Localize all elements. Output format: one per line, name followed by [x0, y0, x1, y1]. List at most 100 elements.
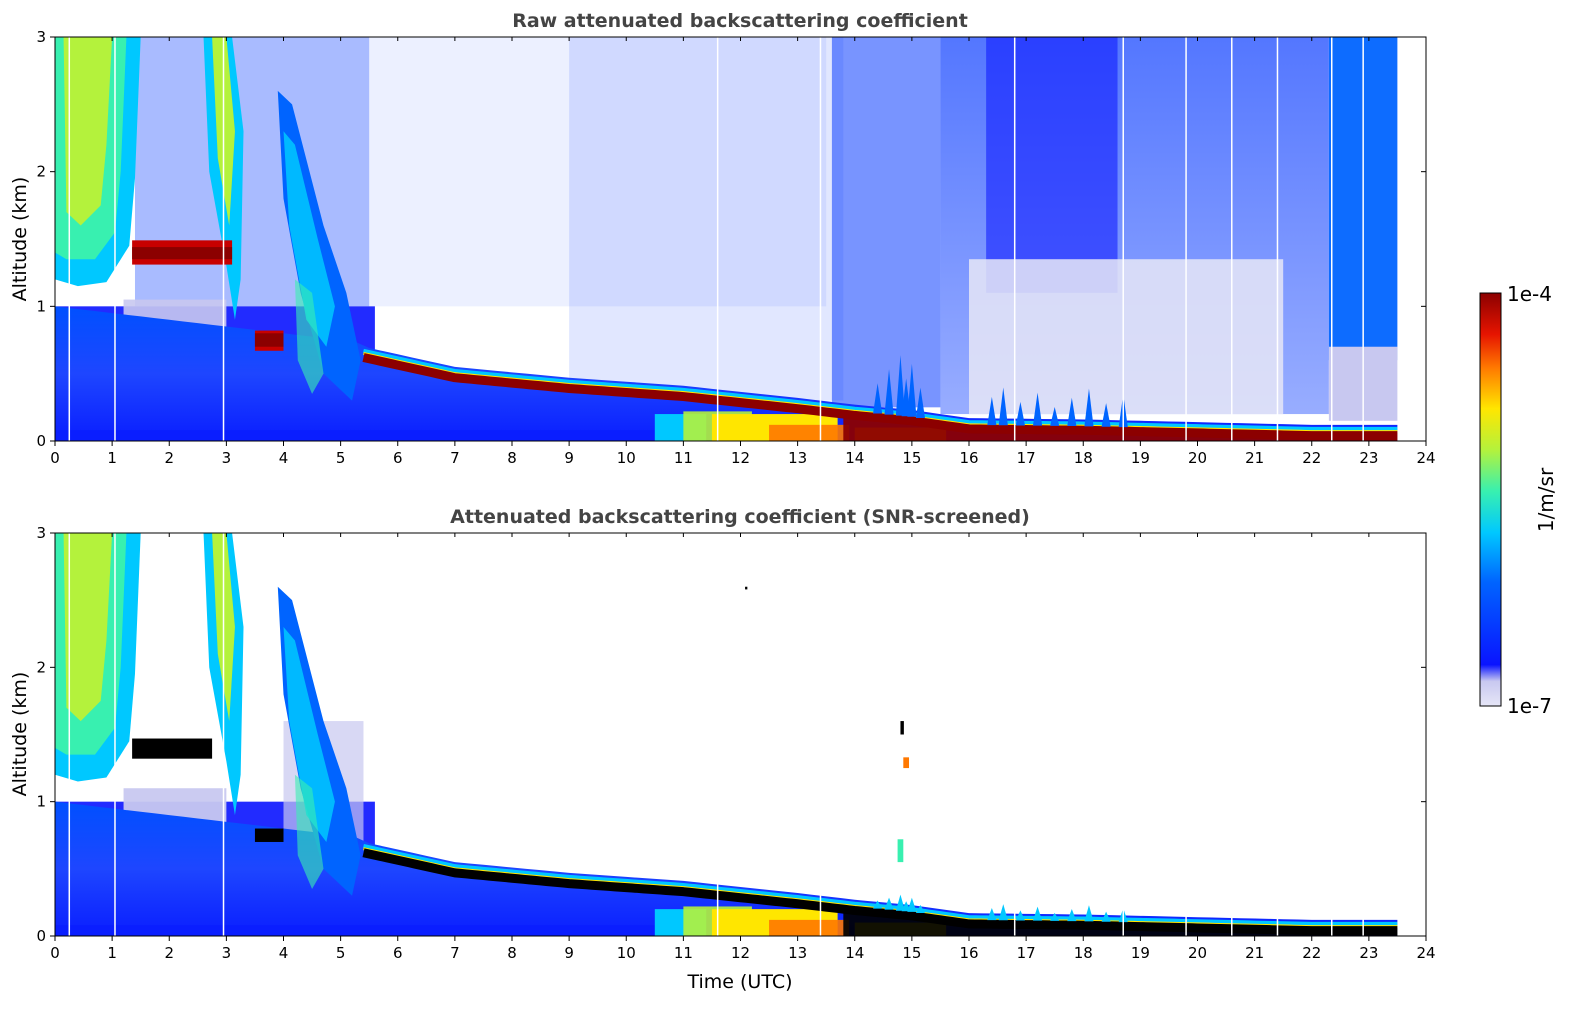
y-axis: 0 1 2 3 [36, 28, 1426, 450]
y-axis-label: Altitude (km) [9, 672, 31, 797]
turbulence-spike [998, 387, 1008, 426]
x-tick-label: 17 [1017, 449, 1036, 467]
x-tick-label: 19 [1131, 449, 1150, 467]
turbulence-spike [884, 897, 894, 910]
turbulence-spike [884, 369, 894, 415]
x-tick-label: 15 [902, 944, 921, 962]
x-tick-label: 14 [845, 449, 864, 467]
turbulence-spike [1032, 392, 1043, 426]
x-tick-label: 18 [1074, 449, 1093, 467]
colorbar-max-label: 1e-4 [1507, 282, 1552, 306]
isolated-signal [903, 757, 910, 769]
y-tick-label: 0 [36, 432, 46, 450]
x-tick-label: 1 [107, 944, 117, 962]
y-tick-label: 1 [36, 297, 46, 315]
x-axis: 0 1 2 3 4 5 6 7 8 9 10 11 12 13 14 15 16 17 18 19 20 21 22 23 24 [50, 37, 1436, 467]
isolated-signal [900, 721, 904, 735]
colorbar: 1e-4 1e-7 1/m/sr [1479, 282, 1558, 718]
snr-screened-panel: Attenuated backscattering coefficient (S… [9, 506, 1436, 993]
cloud-layer [254, 828, 284, 842]
x-axis: 0 1 2 3 4 5 6 7 8 9 10 11 12 13 14 15 16 17 18 19 20 21 22 23 24 [50, 533, 1436, 962]
x-tick-label: 10 [617, 449, 636, 467]
cloud-layer [254, 333, 284, 347]
x-tick-label: 1 [107, 449, 117, 467]
turbulence-spike [915, 904, 926, 914]
isolated-signal [897, 839, 904, 863]
turbulence-spike [1050, 406, 1060, 426]
aerosol-layer [55, 801, 1398, 936]
x-tick-label: 4 [279, 449, 289, 467]
cloud-plume [63, 533, 113, 722]
x-tick-label: 24 [1416, 944, 1435, 962]
x-tick-label: 9 [564, 944, 574, 962]
heatmap-image [55, 533, 1426, 936]
y-axis-label: Altitude (km) [9, 177, 31, 302]
turbulence-spike [907, 897, 917, 912]
x-tick-label: 14 [845, 944, 864, 962]
panel-title: Attenuated backscattering coefficient (S… [450, 506, 1030, 528]
y-tick-label: 3 [36, 28, 46, 46]
y-tick-label: 3 [36, 524, 46, 542]
turbulence-spike [998, 904, 1008, 921]
x-tick-label: 20 [1188, 944, 1207, 962]
x-tick-label: 6 [393, 944, 403, 962]
x-tick-label: 7 [450, 449, 460, 467]
noise-region [986, 37, 1118, 293]
cloud-plume [294, 279, 324, 394]
turbulence-spike [907, 363, 917, 417]
cloud-layer [132, 738, 213, 759]
y-tick-label: 1 [36, 793, 46, 811]
turbulence-spike [1101, 403, 1111, 427]
x-tick-label: 11 [674, 449, 693, 467]
turbulence-spike [987, 908, 997, 921]
turbulence-spike [895, 894, 906, 911]
x-tick-label: 8 [507, 449, 517, 467]
turbulence-spike [1101, 911, 1111, 922]
x-tick-label: 23 [1359, 944, 1378, 962]
x-tick-label: 22 [1302, 449, 1321, 467]
turbulence-spike [1015, 910, 1025, 921]
turbulence-spike [1067, 397, 1077, 427]
turbulence-spike [1050, 912, 1060, 921]
surface-layer [769, 424, 850, 441]
turbulence-spike [873, 383, 883, 414]
x-tick-label: 12 [731, 449, 750, 467]
x-tick-label: 4 [279, 944, 289, 962]
x-tick-label: 16 [959, 944, 978, 962]
x-tick-label: 23 [1359, 449, 1378, 467]
x-tick-label: 20 [1188, 449, 1207, 467]
x-tick-label: 24 [1416, 449, 1435, 467]
no-data-region [1397, 37, 1426, 441]
turbulence-spike [873, 900, 883, 909]
x-tick-label: 7 [450, 944, 460, 962]
noise-region [569, 37, 844, 401]
x-tick-label: 18 [1074, 944, 1093, 962]
surface-layer [843, 911, 1398, 936]
x-tick-label: 19 [1131, 944, 1150, 962]
x-tick-label: 13 [788, 449, 807, 467]
x-tick-label: 22 [1302, 944, 1321, 962]
x-tick-label: 21 [1245, 944, 1264, 962]
x-axis-label: Time (UTC) [686, 971, 792, 993]
turbulence-spike [1032, 906, 1043, 921]
aerosol-layer [55, 306, 1398, 441]
x-tick-label: 17 [1017, 944, 1036, 962]
x-tick-label: 2 [164, 944, 174, 962]
x-tick-label: 3 [222, 449, 232, 467]
turbulence-spike [895, 355, 906, 416]
turbulence-spike [1067, 908, 1077, 922]
surface-layer [769, 919, 850, 936]
y-axis: 0 1 2 3 [36, 524, 1426, 945]
x-tick-label: 21 [1245, 449, 1264, 467]
surface-layer [55, 925, 655, 936]
x-tick-label: 0 [50, 944, 60, 962]
x-tick-label: 0 [50, 449, 60, 467]
x-tick-label: 2 [164, 449, 174, 467]
panel-title: Raw attenuated backscattering coefficien… [512, 10, 968, 32]
heatmap-image [55, 37, 1426, 441]
noise-region [369, 37, 827, 307]
turbulence-spike [1084, 905, 1094, 922]
colorbar-min-label: 1e-7 [1507, 694, 1552, 718]
isolated-signal [745, 586, 748, 590]
y-tick-label: 0 [36, 927, 46, 945]
